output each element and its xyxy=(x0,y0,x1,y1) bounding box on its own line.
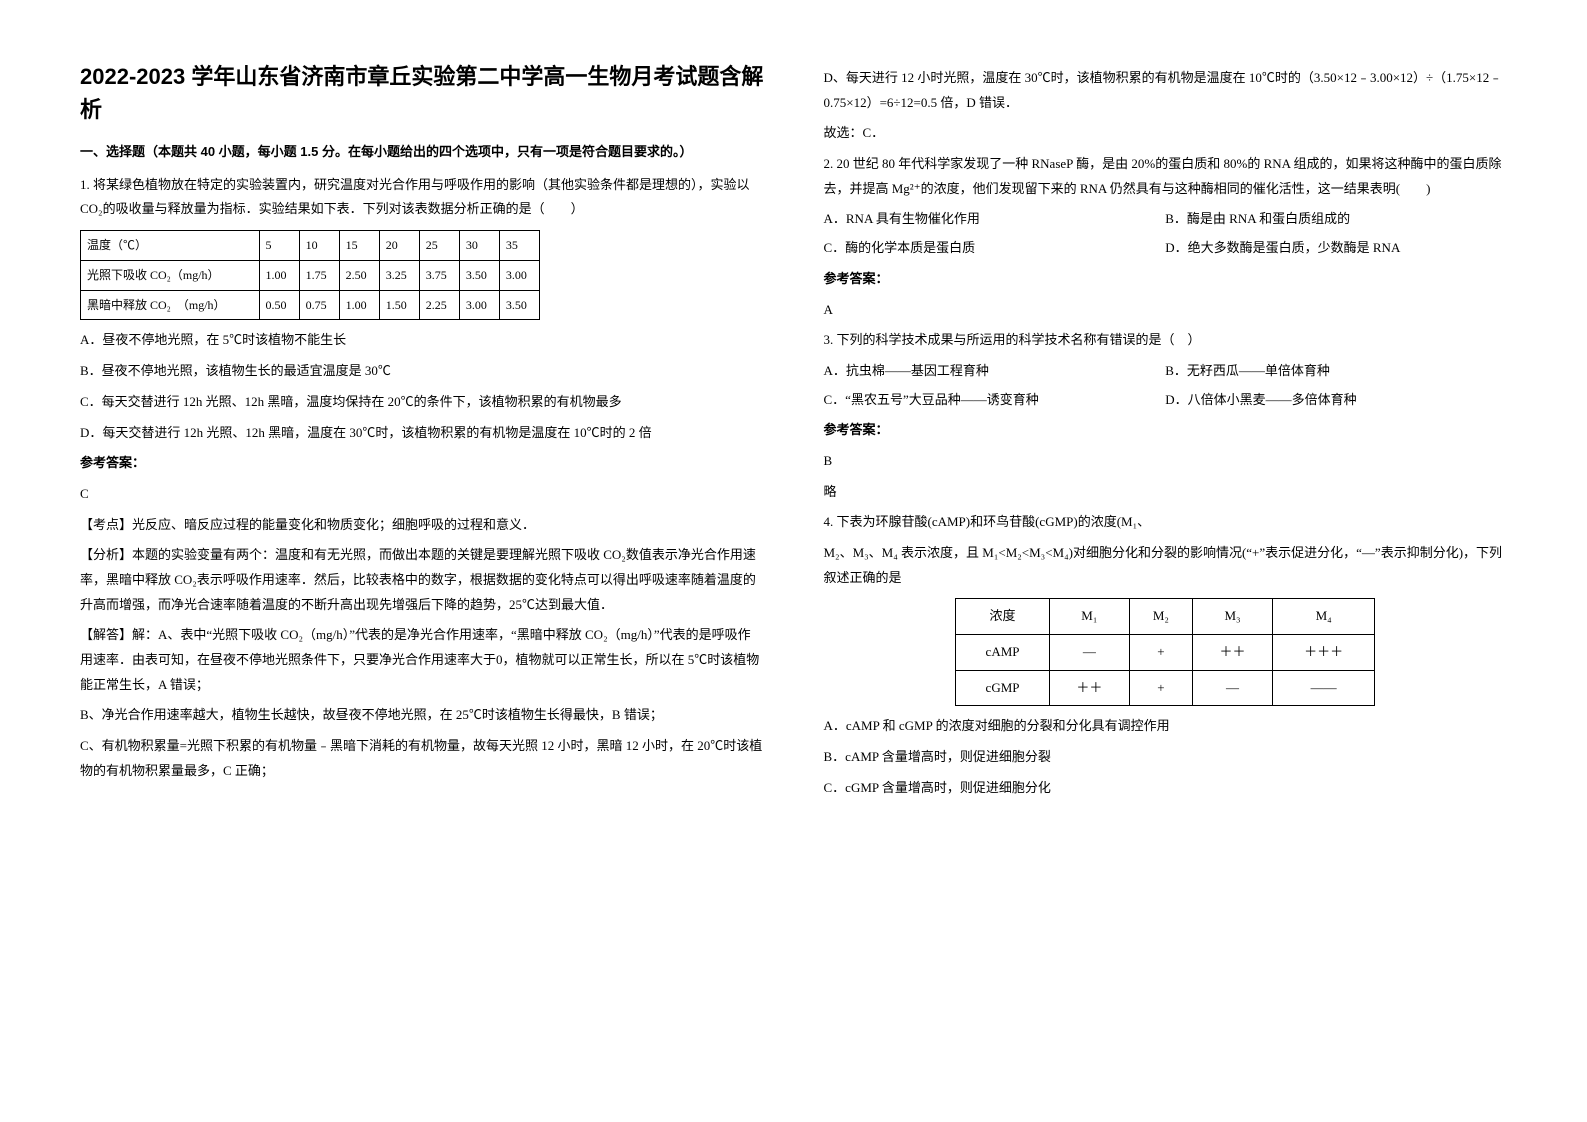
q3-extra: 略 xyxy=(824,480,1508,505)
cell: 3.50 xyxy=(499,290,539,320)
q2-stem: 2. 20 世纪 80 年代科学家发现了一种 RNaseP 酶，是由 20%的蛋… xyxy=(824,152,1508,201)
q2-option-c: C．酶的化学本质是蛋白质 xyxy=(824,236,1166,261)
cell: —— xyxy=(1273,670,1375,706)
th-m2: M₂ xyxy=(1129,599,1192,635)
th-m4: M₄ xyxy=(1273,599,1375,635)
q1-fenxi: 【分析】本题的实验变量有两个：温度和有无光照，而做出本题的关键是要理解光照下吸收… xyxy=(80,543,764,617)
row1-label: 光照下吸收 CO₂（mg/h） xyxy=(81,260,260,290)
q3-option-a: A．抗虫棉——基因工程育种 xyxy=(824,359,1166,384)
q1-option-c: C．每天交替进行 12h 光照、12h 黑暗，温度均保持在 20℃的条件下，该植… xyxy=(80,390,764,415)
q1-option-d: D．每天交替进行 12h 光照、12h 黑暗，温度在 30℃时，该植物积累的有机… xyxy=(80,421,764,446)
th-m3: M₃ xyxy=(1193,599,1273,635)
section-1-heading: 一、选择题（本题共 40 小题，每小题 1.5 分。在每小题给出的四个选项中，只… xyxy=(80,140,764,165)
th-m1: M₁ xyxy=(1049,599,1129,635)
th-conc: 浓度 xyxy=(956,599,1050,635)
q1-kaodian: 【考点】光反应、暗反应过程的能量变化和物质变化；细胞呼吸的过程和意义． xyxy=(80,513,764,538)
q1-jieda-b: B、净光合作用速率越大，植物生长越快，故昼夜不停地光照，在 25℃时该植物生长得… xyxy=(80,703,764,728)
th-20: 20 xyxy=(379,231,419,261)
q4-data-table: 浓度 M₁ M₂ M₃ M₄ cAMP — + ＋＋ ＋＋＋ cGMP ＋＋ +… xyxy=(955,598,1375,706)
q3-stem: 3. 下列的科学技术成果与所运用的科学技术名称有错误的是（ ） xyxy=(824,328,1508,353)
cell: 1.00 xyxy=(339,290,379,320)
th-35: 35 xyxy=(499,231,539,261)
q3-option-d: D．八倍体小黑麦——多倍体育种 xyxy=(1165,388,1507,413)
right-column: D、每天进行 12 小时光照，温度在 30℃时，该植物积累的有机物是温度在 10… xyxy=(794,60,1538,1082)
cell: 0.75 xyxy=(299,290,339,320)
cell: cGMP xyxy=(956,670,1050,706)
q3-options-row1: A．抗虫棉——基因工程育种 B．无籽西瓜——单倍体育种 xyxy=(824,359,1508,384)
cell: ＋＋ xyxy=(1049,670,1129,706)
table-header-row: 温度（℃） 5 10 15 20 25 30 35 xyxy=(81,231,540,261)
q4-stem-line2: M₂、M₃、M₄ 表示浓度，且 M₁<M₂<M₃<M₄)对细胞分化和分裂的影响情… xyxy=(824,541,1508,590)
cell: + xyxy=(1129,670,1192,706)
page-container: 2022-2023 学年山东省济南市章丘实验第二中学高一生物月考试题含解析 一、… xyxy=(0,0,1587,1122)
th-temp: 温度（℃） xyxy=(81,231,260,261)
table-row-light: 光照下吸收 CO₂（mg/h） 1.00 1.75 2.50 3.25 3.75… xyxy=(81,260,540,290)
q2-answer: A xyxy=(824,298,1508,323)
cell: 3.75 xyxy=(419,260,459,290)
cell: 3.25 xyxy=(379,260,419,290)
q2-answer-label: 参考答案： xyxy=(824,267,1508,292)
q3-answer: B xyxy=(824,449,1508,474)
cell: 1.50 xyxy=(379,290,419,320)
q1-option-b: B．昼夜不停地光照，该植物生长的最适宜温度是 30℃ xyxy=(80,359,764,384)
th-10: 10 xyxy=(299,231,339,261)
cell: 2.50 xyxy=(339,260,379,290)
cell: 3.50 xyxy=(459,260,499,290)
row2-label: 黑暗中释放 CO₂ （mg/h） xyxy=(81,290,260,320)
document-title: 2022-2023 学年山东省济南市章丘实验第二中学高一生物月考试题含解析 xyxy=(80,60,764,126)
cell: cAMP xyxy=(956,635,1050,671)
q3-answer-label: 参考答案： xyxy=(824,418,1508,443)
cell: ＋＋ xyxy=(1193,635,1273,671)
q1-data-table: 温度（℃） 5 10 15 20 25 30 35 光照下吸收 CO₂（mg/h… xyxy=(80,230,540,320)
cell: 1.00 xyxy=(259,260,299,290)
cell: — xyxy=(1193,670,1273,706)
q4-option-a: A．cAMP 和 cGMP 的浓度对细胞的分裂和分化具有调控作用 xyxy=(824,714,1508,739)
q2-option-a: A．RNA 具有生物催化作用 xyxy=(824,207,1166,232)
q3-option-c: C．“黑农五号”大豆品种——诱变育种 xyxy=(824,388,1166,413)
cell: 2.25 xyxy=(419,290,459,320)
q4-stem-line1: 4. 下表为环腺苷酸(cAMP)和环鸟苷酸(cGMP)的浓度(M₁、 xyxy=(824,510,1508,535)
th-15: 15 xyxy=(339,231,379,261)
q4-option-b: B．cAMP 含量增高时，则促进细胞分裂 xyxy=(824,745,1508,770)
left-column: 2022-2023 学年山东省济南市章丘实验第二中学高一生物月考试题含解析 一、… xyxy=(50,60,794,1082)
q4-option-c: C．cGMP 含量增高时，则促进细胞分化 xyxy=(824,776,1508,801)
q1-answer: C xyxy=(80,482,764,507)
q1-stem: 1. 将某绿色植物放在特定的实验装置内，研究温度对光合作用与呼吸作用的影响（其他… xyxy=(80,173,764,222)
table-row-camp: cAMP — + ＋＋ ＋＋＋ xyxy=(956,635,1375,671)
q3-options-row2: C．“黑农五号”大豆品种——诱变育种 D．八倍体小黑麦——多倍体育种 xyxy=(824,388,1508,413)
cell: — xyxy=(1049,635,1129,671)
table-header-row: 浓度 M₁ M₂ M₃ M₄ xyxy=(956,599,1375,635)
q2-options-row1: A．RNA 具有生物催化作用 B．酶是由 RNA 和蛋白质组成的 xyxy=(824,207,1508,232)
q1-jieda-end: 故选：C． xyxy=(824,121,1508,146)
cell: 0.50 xyxy=(259,290,299,320)
q1-answer-label: 参考答案： xyxy=(80,451,764,476)
table-row-cgmp: cGMP ＋＋ + — —— xyxy=(956,670,1375,706)
q2-options-row2: C．酶的化学本质是蛋白质 D．绝大多数酶是蛋白质，少数酶是 RNA xyxy=(824,236,1508,261)
q1-jieda-d: D、每天进行 12 小时光照，温度在 30℃时，该植物积累的有机物是温度在 10… xyxy=(824,66,1508,115)
cell: 3.00 xyxy=(459,290,499,320)
cell: ＋＋＋ xyxy=(1273,635,1375,671)
th-30: 30 xyxy=(459,231,499,261)
th-25: 25 xyxy=(419,231,459,261)
th-5: 5 xyxy=(259,231,299,261)
q1-jieda-a: 【解答】解：A、表中“光照下吸收 CO₂（mg/h）”代表的是净光合作用速率，“… xyxy=(80,623,764,697)
cell: 3.00 xyxy=(499,260,539,290)
cell: + xyxy=(1129,635,1192,671)
q2-option-b: B．酶是由 RNA 和蛋白质组成的 xyxy=(1165,207,1507,232)
q1-option-a: A．昼夜不停地光照，在 5℃时该植物不能生长 xyxy=(80,328,764,353)
q2-option-d: D．绝大多数酶是蛋白质，少数酶是 RNA xyxy=(1165,236,1507,261)
q3-option-b: B．无籽西瓜——单倍体育种 xyxy=(1165,359,1507,384)
cell: 1.75 xyxy=(299,260,339,290)
q1-jieda-c: C、有机物积累量=光照下积累的有机物量﹣黑暗下消耗的有机物量，故每天光照 12 … xyxy=(80,734,764,783)
table-row-dark: 黑暗中释放 CO₂ （mg/h） 0.50 0.75 1.00 1.50 2.2… xyxy=(81,290,540,320)
